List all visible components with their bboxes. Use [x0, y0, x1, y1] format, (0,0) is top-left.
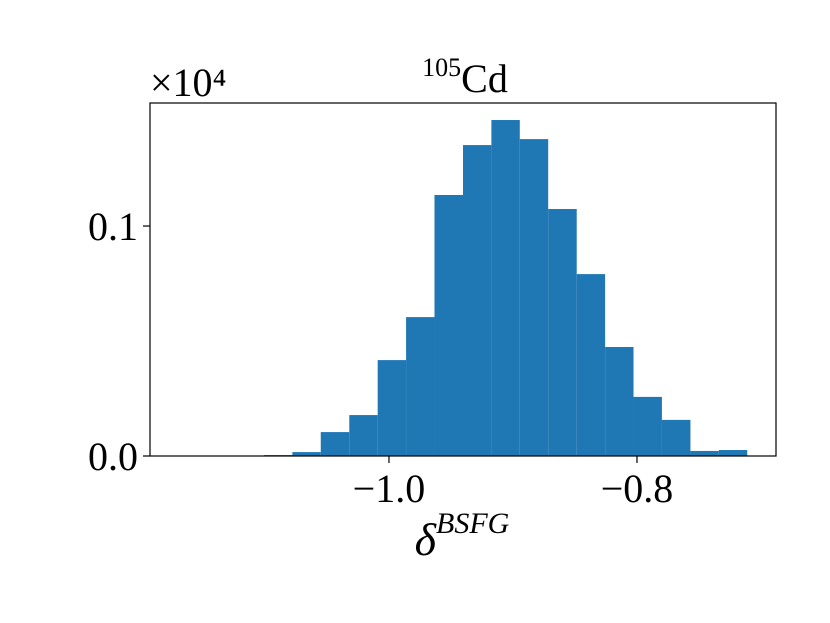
bar	[576, 274, 606, 456]
chart-title: 105Cd	[422, 53, 508, 101]
bar	[349, 415, 378, 456]
y-tick-label: 0.0	[88, 434, 138, 479]
bar	[434, 194, 463, 456]
bar	[463, 145, 492, 456]
bar	[605, 346, 634, 456]
bar	[548, 209, 577, 456]
bar	[377, 360, 407, 456]
y-tick-label: 0.1	[88, 204, 138, 249]
offset-text: ×10⁴	[150, 60, 227, 105]
x-tick-label: −0.8	[601, 466, 674, 511]
x-label-sup: BSFG	[436, 507, 510, 540]
bar	[491, 120, 520, 457]
bar	[661, 419, 691, 456]
x-tick-label: −1.0	[353, 466, 426, 511]
bar	[633, 396, 662, 456]
bar	[690, 450, 719, 456]
bar	[718, 450, 748, 456]
bar	[519, 139, 549, 456]
axes-frame	[149, 102, 777, 457]
title-main: Cd	[461, 56, 508, 101]
bar	[406, 317, 435, 456]
x-label-main: δ	[415, 514, 437, 565]
bar	[320, 432, 350, 456]
bar	[292, 452, 321, 456]
title-sup: 105	[422, 53, 461, 82]
x-axis-label: δBSFG	[415, 507, 510, 565]
